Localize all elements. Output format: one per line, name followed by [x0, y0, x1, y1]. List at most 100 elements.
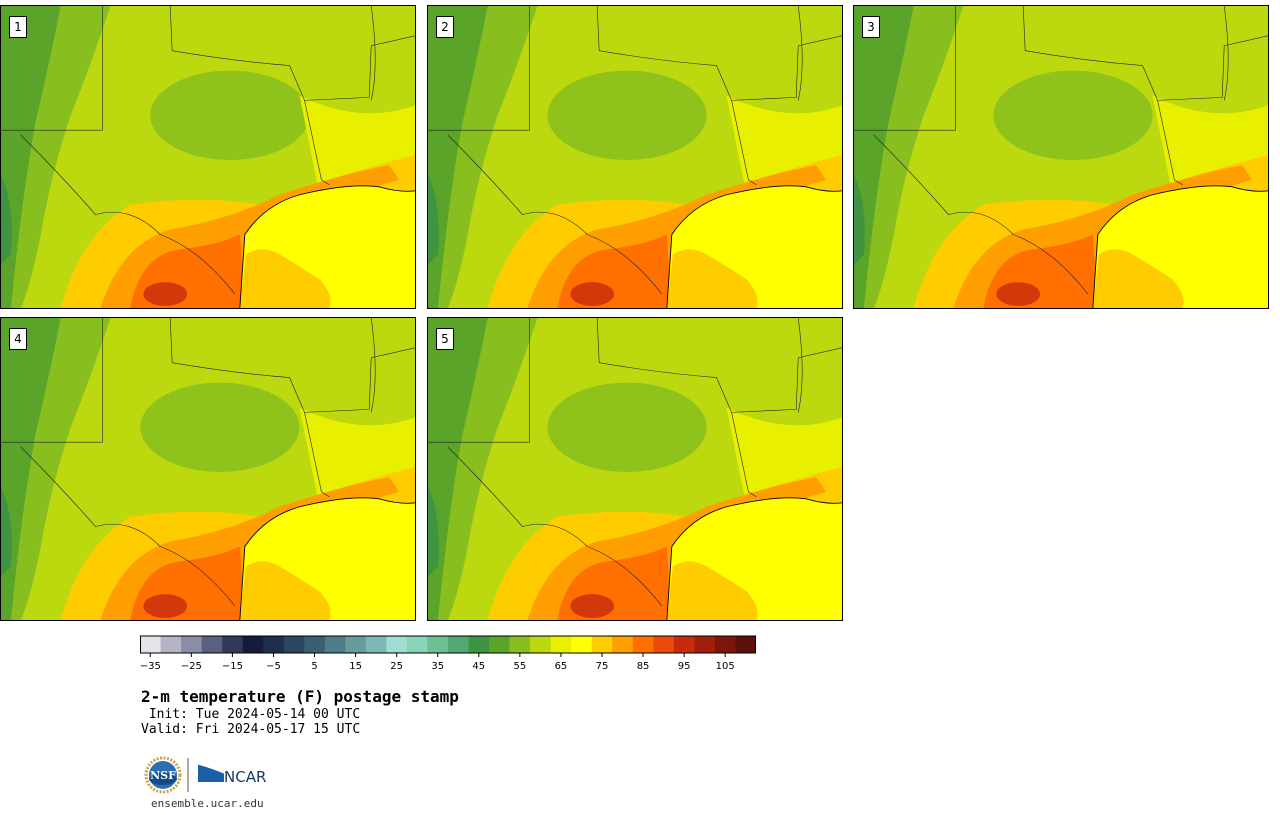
state-border [447, 134, 663, 295]
temperature-map [1, 318, 415, 620]
state-border [321, 491, 330, 498]
colorbar-swatch [427, 636, 449, 653]
colorbar-swatch [448, 636, 469, 653]
state-border [1174, 179, 1183, 186]
temperature-colorbar: −35−25−15−55152535455565758595105115 [140, 635, 756, 672]
state-border [1157, 35, 1268, 101]
colorbar-swatch [283, 636, 305, 653]
colorbar-tick-label: −15 [222, 661, 243, 672]
colorbar-swatch [201, 636, 223, 653]
map-panel-4: 4 [0, 317, 416, 621]
state-border [447, 446, 663, 607]
state-border [596, 318, 749, 492]
colorbar-swatch [591, 636, 613, 653]
colorbar-tick-label: −25 [181, 661, 202, 672]
colorbar-swatch [406, 636, 428, 653]
state-border [1, 6, 103, 131]
state-border [20, 134, 236, 295]
state-border [304, 35, 415, 101]
colorbar-tick-label: 25 [390, 661, 403, 672]
temperature-map [854, 6, 1268, 308]
temperature-map [428, 318, 842, 620]
footer-url: ensemble.ucar.edu [151, 797, 264, 810]
ncar-logo-icon: NCAR [197, 763, 266, 786]
ncar-logo-text: NCAR [224, 768, 266, 786]
panel-number: 2 [436, 16, 454, 38]
coastline [666, 497, 842, 620]
chart-title: 2-m temperature (F) postage stamp [141, 687, 459, 706]
colorbar-tick-label: 105 [716, 661, 735, 672]
colorbar-tick-label: −35 [140, 661, 161, 672]
map-panel-1: 1 [0, 5, 416, 309]
colorbar-tick-label: 35 [431, 661, 444, 672]
colorbar-swatch [714, 636, 736, 653]
nsf-logo-icon: NSF [144, 756, 182, 794]
state-border [428, 318, 530, 443]
state-border [370, 6, 376, 101]
state-border [370, 318, 376, 413]
state-border [321, 179, 330, 186]
state-border [797, 6, 803, 101]
colorbar-swatch [304, 636, 326, 653]
colorbar-tick-label: 45 [472, 661, 485, 672]
colorbar-swatch [160, 636, 182, 653]
panel-number: 5 [436, 328, 454, 350]
coastline [239, 185, 415, 308]
state-border [731, 35, 842, 101]
colorbar-tick-label: 95 [678, 661, 691, 672]
colorbar-swatch [324, 636, 346, 653]
colorbar-tick-label: 75 [596, 661, 609, 672]
temperature-map [1, 6, 415, 308]
panel-number: 4 [9, 328, 27, 350]
temperature-map [428, 6, 842, 308]
colorbar-swatch [653, 636, 675, 653]
nsf-logo-text: NSF [150, 769, 176, 782]
state-border [873, 134, 1089, 295]
map-panel-2: 2 [427, 5, 843, 309]
state-border [169, 318, 322, 492]
panel-number: 1 [9, 16, 27, 38]
coastline [239, 497, 415, 620]
colorbar-swatch [632, 636, 654, 653]
colorbar-tick-label: −5 [266, 661, 281, 672]
colorbar-tick-label: 5 [311, 661, 317, 672]
state-border [797, 318, 803, 413]
init-time: Init: Tue 2024-05-14 00 UTC [141, 707, 361, 722]
colorbar-swatch [530, 636, 551, 653]
colorbar-swatch [489, 636, 510, 653]
nsf-ncar-logo: NSF NCAR [144, 756, 266, 794]
map-panel-5: 5 [427, 317, 843, 621]
state-border [854, 6, 956, 131]
state-border [748, 491, 757, 498]
colorbar-swatch [571, 636, 593, 653]
colorbar-tick-label: 65 [555, 661, 568, 672]
state-border [1022, 6, 1175, 180]
colorbar-swatch [263, 636, 285, 653]
colorbar-swatch [365, 636, 387, 653]
colorbar-swatch [550, 636, 572, 653]
colorbar-swatch [509, 636, 531, 653]
colorbar-swatch [386, 636, 408, 653]
state-border [169, 6, 322, 180]
colorbar-swatch [735, 636, 756, 653]
state-border [731, 347, 842, 413]
colorbar-swatch [222, 636, 243, 653]
state-border [596, 6, 749, 180]
colorbar-swatch [694, 636, 716, 653]
colorbar-tick-label: 15 [349, 661, 362, 672]
coastline [666, 185, 842, 308]
colorbar-swatch [468, 636, 490, 653]
coastline [1092, 185, 1268, 308]
state-border [20, 446, 236, 607]
state-border [428, 6, 530, 131]
state-border [748, 179, 757, 186]
colorbar-tick-label: 85 [637, 661, 650, 672]
map-panel-3: 3 [853, 5, 1269, 309]
colorbar-swatch [612, 636, 634, 653]
panel-number: 3 [862, 16, 880, 38]
state-border [1, 318, 103, 443]
state-border [1223, 6, 1229, 101]
colorbar-swatch [345, 636, 367, 653]
state-border [304, 347, 415, 413]
colorbar-swatch [673, 636, 695, 653]
